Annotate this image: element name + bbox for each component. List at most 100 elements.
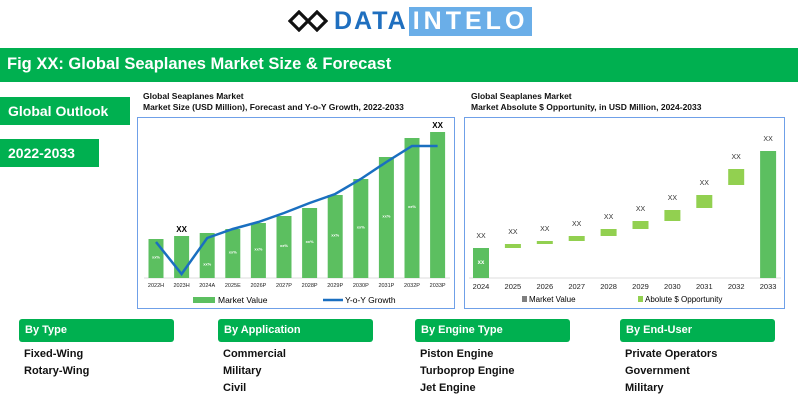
bar-inner-label: xx — [478, 260, 485, 266]
logo-data: DATA — [334, 6, 408, 35]
right-chart-subtitle: Market Absolute $ Opportunity, in USD Mi… — [471, 102, 702, 112]
opportunity-chart: XX 2024 XX 2025 XX 2026 XX 2027 XX 2028 XX 2029 XX 20… — [469, 136, 781, 304]
bar-2029 — [632, 221, 649, 229]
x-tick-label: 2027 — [568, 282, 585, 291]
x-tick-label: 2026 — [536, 282, 553, 291]
bar-label: xx% — [229, 250, 237, 255]
legend-market-value-swatch — [522, 296, 527, 302]
annotation: XX — [432, 121, 443, 130]
right-chart-title-line1: Global Seaplanes Market — [471, 91, 572, 101]
bar-2032P — [404, 138, 420, 278]
x-tick-label: 2029P — [327, 283, 343, 289]
x-tick-label: 2025E — [225, 283, 241, 289]
segment-header: By Application — [218, 319, 373, 342]
data-label: XX — [508, 229, 518, 236]
segment-item: Commercial — [223, 348, 286, 360]
period-tag: 2022-2033 — [0, 139, 99, 167]
segment-item: Turboprop Engine — [420, 365, 515, 377]
bar-2022H — [148, 239, 164, 278]
bar-label: xx% — [280, 243, 288, 248]
segment-header: By Type — [19, 319, 174, 342]
x-tick-label: 2025 — [505, 282, 522, 291]
global-outlook-tag: Global Outlook — [0, 97, 130, 125]
segment-item: Rotary-Wing — [24, 365, 90, 377]
left-chart-subtitle: Market Size (USD Million), Forecast and … — [143, 102, 404, 112]
figure-title: Fig XX: Global Seaplanes Market Size & F… — [0, 48, 798, 82]
legend-market-value: Market Value — [529, 295, 576, 304]
x-tick-label: 2033P — [430, 283, 446, 289]
data-label: XX — [668, 195, 678, 202]
legend-opportunity-swatch — [638, 296, 643, 302]
x-tick-label: 2026P — [250, 283, 266, 289]
bar-2031P — [378, 157, 394, 278]
left-chart: xx% 2022H 2023H xx% 2024A xx% 2025E xx% 2026P xx%… — [137, 117, 455, 309]
bar-2033 — [760, 151, 777, 278]
bar-2027P — [276, 216, 292, 278]
x-tick-label: 2030P — [353, 283, 369, 289]
bar-2026 — [536, 241, 553, 244]
segment-header: By End-User — [620, 319, 775, 342]
bar-2028 — [600, 229, 617, 236]
x-tick-label: 2033 — [760, 282, 777, 291]
segment-item: Government — [625, 365, 690, 377]
annotation: XX — [176, 225, 187, 234]
data-label: XX — [476, 233, 486, 240]
bar-label: xx% — [306, 239, 314, 244]
x-tick-label: 2030 — [664, 282, 681, 291]
data-label: XX — [636, 206, 646, 213]
segment-item: Military — [625, 382, 664, 394]
segment-item: Jet Engine — [420, 382, 476, 394]
bar-label: xx% — [203, 262, 211, 267]
bar-2023H — [174, 236, 190, 278]
x-tick-label: 2023H — [173, 283, 189, 289]
bar-label: xx% — [254, 247, 262, 252]
bar-2026P — [250, 223, 266, 278]
data-label: XX — [572, 221, 582, 228]
bar-2028P — [302, 208, 318, 278]
bar-2024 — [473, 248, 489, 278]
bar-label: xx% — [382, 214, 390, 219]
x-tick-label: 2032 — [728, 282, 745, 291]
x-tick-label: 2031P — [378, 283, 394, 289]
bar-label: xx% — [357, 225, 365, 230]
bar-2030P — [353, 179, 369, 278]
bar-2029P — [327, 195, 343, 278]
segment-item: Civil — [223, 382, 247, 394]
bar-2032 — [728, 169, 745, 185]
legend-market-value-swatch — [193, 297, 215, 303]
yoy-growth-line — [155, 144, 438, 277]
bar-2025E — [225, 229, 241, 278]
left-chart-title: Global Seaplanes Market Market Size (USD… — [143, 91, 404, 113]
data-label: XX — [604, 214, 614, 221]
x-tick-label: 2024A — [199, 283, 215, 289]
logo: DATA INTELO — [288, 6, 533, 36]
market-size-chart: xx% 2022H 2023H xx% 2024A xx% 2025E xx% 2026P xx%… — [144, 121, 450, 305]
x-tick-label: 2028P — [302, 283, 318, 289]
right-chart: XX 2024 XX 2025 XX 2026 XX 2027 XX 2028 XX 2029 XX 20… — [464, 117, 785, 309]
bar-label: xx% — [408, 204, 416, 209]
bar-2031 — [696, 195, 713, 208]
bar-2027 — [568, 236, 585, 241]
logo-diamonds-icon — [288, 10, 328, 32]
legend-opportunity: Abolute $ Opportunity — [645, 295, 722, 304]
x-tick-label: 2022H — [148, 283, 164, 289]
segment-header: By Engine Type — [415, 319, 570, 342]
x-tick-label: 2031 — [696, 282, 713, 291]
bar-label: xx% — [152, 255, 160, 260]
bar-2025 — [504, 244, 521, 248]
data-label: XX — [700, 180, 710, 187]
left-chart-title-line1: Global Seaplanes Market — [143, 91, 244, 101]
data-label: XX — [540, 226, 550, 233]
bar-2033P — [430, 132, 446, 278]
logo-intelo: INTELO — [408, 6, 533, 36]
right-chart-title: Global Seaplanes Market Market Absolute … — [471, 91, 702, 113]
x-tick-label: 2028 — [600, 282, 617, 291]
data-label: XX — [763, 136, 773, 143]
data-label: XX — [732, 154, 742, 161]
segment-item: Fixed-Wing — [24, 348, 84, 360]
bar-2030 — [664, 210, 681, 221]
x-tick-label: 2029 — [632, 282, 649, 291]
segment-item: Piston Engine — [420, 348, 494, 360]
x-tick-label: 2024 — [473, 282, 490, 291]
x-tick-label: 2027P — [276, 283, 292, 289]
